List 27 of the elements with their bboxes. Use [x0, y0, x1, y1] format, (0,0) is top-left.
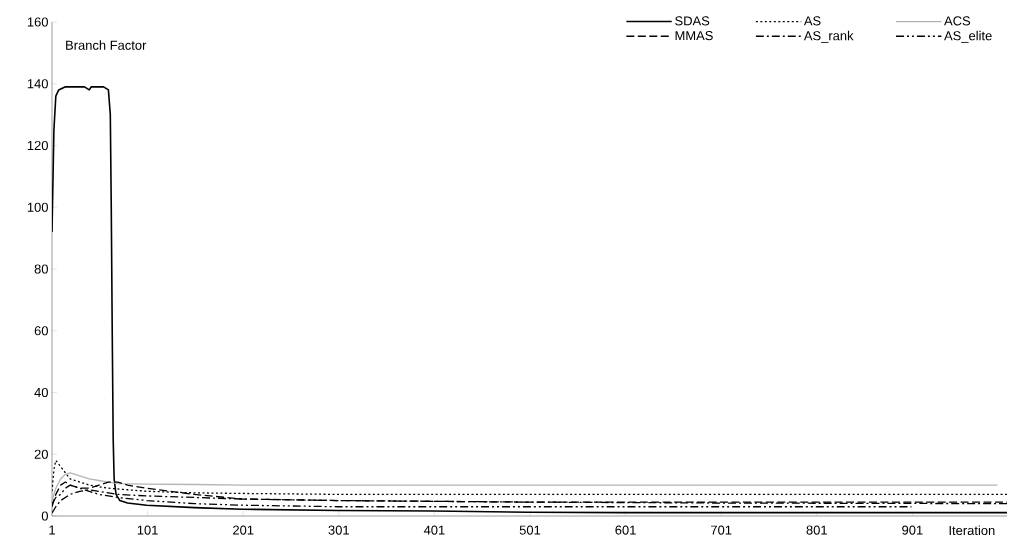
legend-label: ACS [944, 16, 971, 26]
x-tick-label: 601 [615, 525, 636, 535]
y-tick-label: 120 [27, 140, 48, 151]
y-axis-title: Branch Factor [66, 40, 147, 50]
y-tick-label: 140 [27, 79, 48, 89]
legend-label: AS [803, 16, 821, 26]
y-tick-label: 0 [41, 511, 48, 521]
x-tick-label: 201 [233, 525, 254, 535]
x-axis-title: Iteration [949, 525, 995, 536]
x-tick-label: 1 [49, 525, 55, 535]
x-tick-label: 701 [711, 525, 732, 535]
legend-label: AS_elite [944, 30, 992, 43]
legend-label: MMAS [675, 30, 713, 41]
legend-label: SDAS [675, 16, 710, 26]
x-tick-label: 801 [806, 525, 827, 535]
y-tick-label: 100 [27, 202, 48, 212]
y-tick-label: 80 [34, 264, 48, 274]
y-tick-label: 160 [27, 17, 48, 27]
x-tick-label: 401 [423, 525, 445, 535]
x-tick-label: 101 [137, 525, 158, 535]
legend-label: AS_rank [803, 30, 854, 43]
x-tick-label: 501 [519, 525, 541, 535]
x-tick-label: 301 [328, 525, 349, 535]
y-tick-label: 60 [34, 326, 48, 336]
y-tick-label: 20 [34, 449, 48, 459]
x-tick-label: 901 [902, 525, 923, 535]
y-tick-label: 40 [34, 387, 48, 398]
